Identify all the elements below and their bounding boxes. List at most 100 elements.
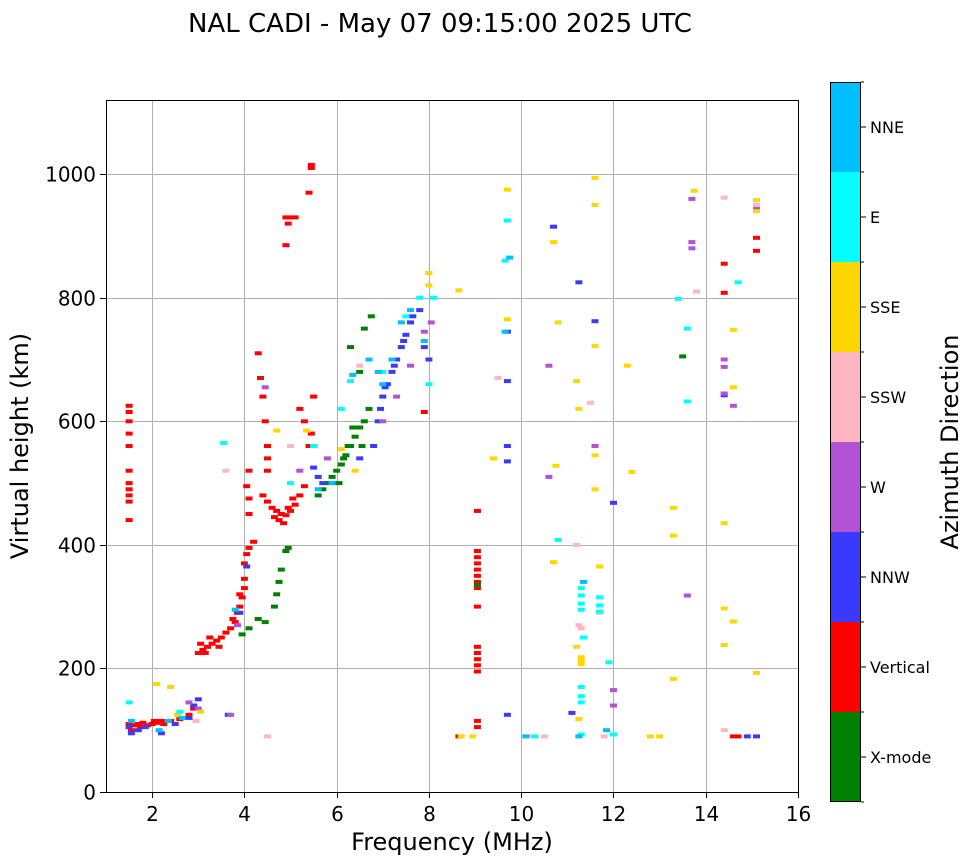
data-point xyxy=(729,327,737,332)
data-point xyxy=(400,339,408,343)
data-point xyxy=(379,369,387,374)
data-point xyxy=(729,734,737,739)
data-point xyxy=(213,638,221,643)
data-point xyxy=(573,644,581,649)
data-point xyxy=(282,215,290,220)
colorbar-segment-w xyxy=(830,442,861,532)
data-point xyxy=(264,734,271,739)
data-point xyxy=(250,539,258,544)
data-point xyxy=(473,669,481,674)
data-point xyxy=(381,385,389,390)
data-point xyxy=(194,697,202,702)
data-point xyxy=(197,641,205,646)
data-point xyxy=(215,644,223,649)
data-point xyxy=(277,512,285,516)
data-point xyxy=(586,400,594,405)
data-point xyxy=(280,521,288,526)
data-point xyxy=(287,508,294,513)
x-tick-label: 14 xyxy=(694,802,719,826)
data-point xyxy=(328,474,336,479)
data-point xyxy=(347,345,354,350)
data-point xyxy=(217,635,225,640)
data-point xyxy=(734,734,742,739)
data-point xyxy=(307,166,315,170)
data-point xyxy=(679,354,687,359)
data-point xyxy=(340,456,348,461)
colorbar-segment-vertical xyxy=(830,622,861,712)
data-point xyxy=(577,626,585,631)
data-point xyxy=(254,351,262,356)
data-point xyxy=(245,545,253,550)
colorbar-segment-sse xyxy=(830,262,861,352)
data-point xyxy=(379,419,387,424)
data-point xyxy=(545,474,553,479)
series-e xyxy=(125,218,742,739)
data-point xyxy=(291,502,299,507)
data-point xyxy=(282,549,290,553)
data-point xyxy=(577,655,585,660)
data-point xyxy=(300,484,308,489)
data-point xyxy=(300,419,308,424)
data-point xyxy=(176,709,184,714)
data-point xyxy=(646,734,654,739)
colorbar-segment-ssw xyxy=(830,352,861,442)
data-point xyxy=(342,453,350,458)
colorbar-tick-label: NNE xyxy=(870,118,904,137)
data-point xyxy=(206,635,214,640)
data-point xyxy=(688,240,696,245)
data-point xyxy=(264,499,271,504)
data-point xyxy=(314,493,322,498)
data-point xyxy=(344,444,352,448)
data-point xyxy=(351,434,359,439)
data-point xyxy=(349,425,357,430)
data-point xyxy=(204,644,211,649)
data-point xyxy=(407,308,414,313)
data-point xyxy=(328,481,336,486)
data-point xyxy=(420,345,428,350)
data-point xyxy=(323,456,331,461)
data-point xyxy=(669,533,677,538)
data-point xyxy=(753,248,760,253)
data-point xyxy=(473,651,481,655)
data-point xyxy=(669,505,677,510)
data-point xyxy=(416,295,424,300)
data-point xyxy=(356,425,364,430)
data-point xyxy=(720,728,728,733)
data-point xyxy=(229,617,237,621)
data-point xyxy=(573,542,581,547)
data-point xyxy=(310,465,318,470)
data-point xyxy=(139,720,147,725)
data-point xyxy=(591,343,599,348)
data-point xyxy=(164,718,172,723)
data-point xyxy=(610,703,617,708)
data-point xyxy=(734,280,742,285)
data-point xyxy=(268,505,276,510)
data-point xyxy=(379,382,387,387)
data-point xyxy=(425,357,433,362)
data-point xyxy=(273,508,281,513)
data-point xyxy=(264,468,271,473)
data-point xyxy=(282,243,290,248)
colorbar-tick-label: NNW xyxy=(870,568,910,587)
data-point xyxy=(720,606,728,611)
data-point xyxy=(473,663,481,668)
data-point xyxy=(473,573,481,578)
data-point xyxy=(623,363,631,368)
x-tick-label: 10 xyxy=(509,802,534,826)
data-point xyxy=(720,521,728,526)
colorbar-tick-label: SSW xyxy=(870,388,906,407)
data-point xyxy=(289,496,297,501)
data-point xyxy=(540,734,548,739)
data-point xyxy=(270,604,278,609)
data-point xyxy=(720,391,728,396)
data-point xyxy=(690,188,698,193)
data-point xyxy=(550,560,557,565)
data-point xyxy=(390,363,398,368)
data-point xyxy=(347,379,354,384)
data-point xyxy=(473,555,481,560)
data-point xyxy=(227,712,235,717)
data-point xyxy=(683,593,691,598)
data-point xyxy=(125,410,133,414)
data-point xyxy=(674,296,682,301)
x-tick-label: 8 xyxy=(423,802,436,826)
